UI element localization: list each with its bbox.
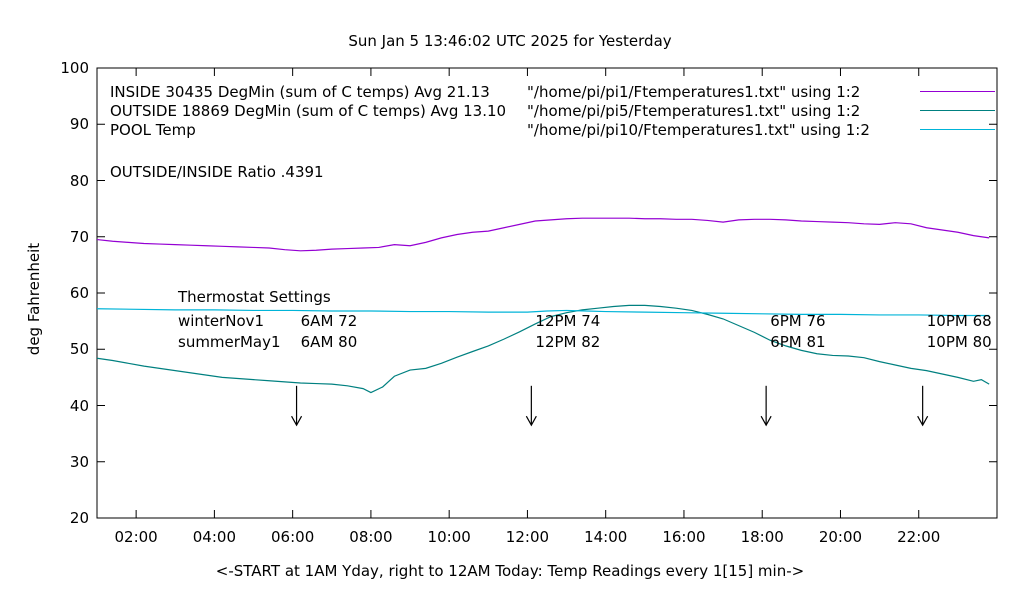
arrow-6pm: [760, 385, 772, 427]
thermostat-row-0: winterNov1 6AM 72 12PM 74 6PM 76 10PM 68: [0, 312, 1020, 330]
y-tick-50: 50: [69, 340, 89, 359]
y-tick-90: 90: [69, 115, 89, 134]
thermostat-cell-0-3: 10PM 68: [926, 312, 992, 330]
thermostat-row-label-1: summerMay1: [178, 333, 281, 351]
x-tick-16:00: 16:00: [662, 528, 706, 546]
thermostat-row-label-0: winterNov1: [178, 312, 265, 330]
arrow-12pm: [525, 385, 537, 427]
x-tick-14:00: 14:00: [584, 528, 628, 546]
x-tick-10:00: 10:00: [427, 528, 471, 546]
y-tick-20: 20: [69, 509, 89, 527]
legend-label-0: INSIDE 30435 DegMin (sum of C temps) Avg…: [110, 83, 490, 101]
y-tick-40: 40: [69, 396, 89, 415]
thermostat-row-1: summerMay1 6AM 80 12PM 82 6PM 81 10PM 80: [0, 333, 1020, 351]
legend-file-1: "/home/pi/pi5/Ftemperatures1.txt" using …: [527, 102, 861, 120]
series-line-2: [96, 308, 990, 317]
legend-entry-2: POOL Temp "/home/pi/pi10/Ftemperatures1.t…: [0, 121, 1020, 139]
x-tick-08:00: 08:00: [349, 528, 393, 546]
legend-file-2: "/home/pi/pi10/Ftemperatures1.txt" using…: [527, 121, 870, 139]
thermostat-cell-0-0: 6AM 72: [300, 312, 358, 330]
legend-entry-1: OUTSIDE 18869 DegMin (sum of C temps) Av…: [0, 102, 1020, 120]
legend-swatch-1: [920, 110, 995, 111]
thermostat-cell-0-1: 12PM 74: [535, 312, 601, 330]
y-tick-30: 30: [69, 452, 89, 471]
x-axis-label: <-START at 1AM Yday, right to 12AM Today…: [215, 562, 805, 580]
series-line-0: [96, 217, 990, 252]
thermostat-cell-1-0: 6AM 80: [300, 333, 358, 351]
y-tick-70: 70: [69, 227, 89, 246]
x-tick-18:00: 18:00: [740, 528, 784, 546]
x-tick-12:00: 12:00: [505, 528, 550, 546]
y-tick-60: 60: [69, 284, 89, 302]
thermostat-cell-1-1: 12PM 82: [535, 333, 601, 351]
legend-entry-0: INSIDE 30435 DegMin (sum of C temps) Avg…: [0, 83, 1020, 101]
legend-swatch-0: [920, 91, 995, 92]
arrow-10pm: [917, 385, 929, 427]
y-tick-80: 80: [69, 171, 89, 190]
thermostat-cell-1-2: 6PM 81: [770, 333, 826, 351]
thermostat-settings-title: Thermostat Settings: [178, 288, 331, 306]
y-tick-100: 100: [60, 59, 89, 77]
x-tick-04:00: 04:00: [192, 528, 236, 546]
legend-swatch-2: [920, 129, 995, 130]
legend-file-0: "/home/pi/pi1/Ftemperatures1.txt" using …: [527, 83, 861, 101]
legend-label-2: POOL Temp: [110, 121, 196, 139]
x-tick-20:00: 20:00: [818, 528, 863, 546]
series-line-1: [96, 304, 990, 394]
legend-label-1: OUTSIDE 18869 DegMin (sum of C temps) Av…: [110, 102, 507, 120]
chart-title: Sun Jan 5 13:46:02 UTC 2025 for Yesterda…: [348, 32, 672, 50]
thermostat-cell-0-2: 6PM 76: [770, 312, 826, 330]
x-tick-06:00: 06:00: [271, 528, 315, 546]
ratio-annotation: OUTSIDE/INSIDE Ratio .4391: [110, 163, 324, 181]
x-tick-02:00: 02:00: [114, 528, 158, 546]
x-tick-22:00: 22:00: [897, 528, 941, 546]
arrow-6am: [291, 385, 303, 427]
thermostat-cell-1-3: 10PM 80: [926, 333, 992, 351]
